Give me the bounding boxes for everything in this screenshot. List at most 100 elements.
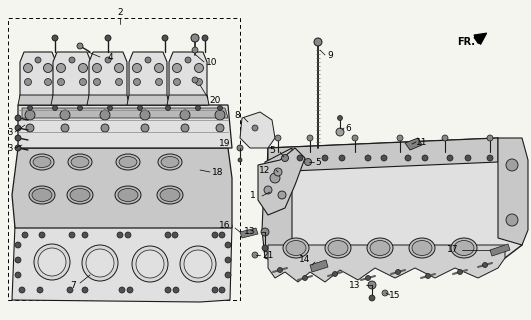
Circle shape (25, 110, 35, 120)
Circle shape (195, 78, 202, 85)
Circle shape (278, 268, 282, 273)
Ellipse shape (119, 156, 137, 167)
Circle shape (15, 242, 21, 248)
Ellipse shape (158, 154, 182, 170)
Text: FR.: FR. (457, 37, 475, 47)
Circle shape (15, 115, 21, 121)
Circle shape (225, 242, 231, 248)
Circle shape (219, 287, 225, 293)
Polygon shape (405, 138, 422, 150)
Circle shape (105, 57, 111, 63)
Circle shape (80, 78, 87, 85)
Ellipse shape (32, 188, 52, 202)
Circle shape (38, 248, 66, 276)
Circle shape (116, 78, 123, 85)
Circle shape (180, 110, 190, 120)
Circle shape (281, 155, 288, 162)
Ellipse shape (33, 156, 51, 167)
Circle shape (69, 57, 75, 63)
Circle shape (382, 290, 388, 296)
Circle shape (39, 232, 45, 238)
Circle shape (82, 232, 88, 238)
Polygon shape (12, 148, 232, 228)
Circle shape (369, 295, 375, 301)
Circle shape (19, 287, 25, 293)
Circle shape (425, 274, 431, 278)
Polygon shape (258, 148, 305, 215)
Ellipse shape (71, 156, 89, 167)
Circle shape (184, 250, 212, 278)
Circle shape (15, 135, 21, 141)
Text: 2: 2 (117, 7, 123, 17)
Circle shape (172, 232, 178, 238)
Circle shape (225, 257, 231, 263)
Text: 8: 8 (234, 110, 240, 119)
Circle shape (53, 106, 57, 110)
Circle shape (307, 135, 313, 141)
Circle shape (215, 110, 225, 120)
Circle shape (365, 155, 371, 161)
Circle shape (487, 155, 493, 161)
Circle shape (93, 78, 100, 85)
Polygon shape (18, 95, 58, 105)
Ellipse shape (161, 156, 179, 167)
Circle shape (57, 78, 64, 85)
Polygon shape (12, 225, 232, 302)
Circle shape (60, 110, 70, 120)
Text: 19: 19 (218, 139, 230, 148)
Polygon shape (310, 260, 328, 272)
Circle shape (212, 287, 218, 293)
Polygon shape (169, 52, 207, 105)
Circle shape (155, 63, 164, 73)
Text: 11: 11 (416, 138, 428, 147)
Circle shape (447, 155, 453, 161)
Polygon shape (240, 228, 258, 238)
Circle shape (506, 159, 518, 171)
Circle shape (237, 145, 243, 151)
Ellipse shape (157, 186, 183, 204)
Circle shape (261, 228, 269, 236)
Circle shape (22, 232, 28, 238)
Circle shape (141, 124, 149, 132)
Circle shape (45, 78, 52, 85)
Circle shape (125, 232, 131, 238)
Circle shape (115, 63, 124, 73)
Ellipse shape (370, 241, 390, 255)
Circle shape (119, 287, 125, 293)
Circle shape (133, 63, 141, 73)
Circle shape (339, 155, 345, 161)
Circle shape (487, 135, 493, 141)
Circle shape (52, 35, 58, 41)
Text: 6: 6 (345, 124, 351, 132)
Circle shape (15, 125, 21, 131)
Circle shape (107, 106, 113, 110)
Circle shape (78, 106, 82, 110)
Circle shape (24, 78, 31, 85)
Polygon shape (262, 148, 292, 268)
Circle shape (15, 145, 21, 151)
Circle shape (304, 158, 312, 165)
Circle shape (92, 63, 101, 73)
Circle shape (422, 155, 428, 161)
Polygon shape (89, 52, 127, 105)
Circle shape (252, 125, 258, 131)
Text: 5: 5 (315, 157, 321, 166)
Circle shape (23, 63, 32, 73)
Circle shape (465, 155, 471, 161)
Text: 16: 16 (218, 221, 230, 230)
Circle shape (238, 158, 242, 162)
Circle shape (82, 245, 118, 281)
Text: 3: 3 (7, 127, 13, 137)
Ellipse shape (283, 238, 309, 258)
Circle shape (191, 34, 199, 42)
Circle shape (35, 57, 41, 63)
Circle shape (405, 155, 411, 161)
Circle shape (381, 155, 387, 161)
Circle shape (37, 287, 43, 293)
Polygon shape (18, 105, 232, 148)
Circle shape (15, 272, 21, 278)
Circle shape (61, 124, 69, 132)
Circle shape (28, 106, 32, 110)
Circle shape (136, 250, 164, 278)
Ellipse shape (412, 241, 432, 255)
